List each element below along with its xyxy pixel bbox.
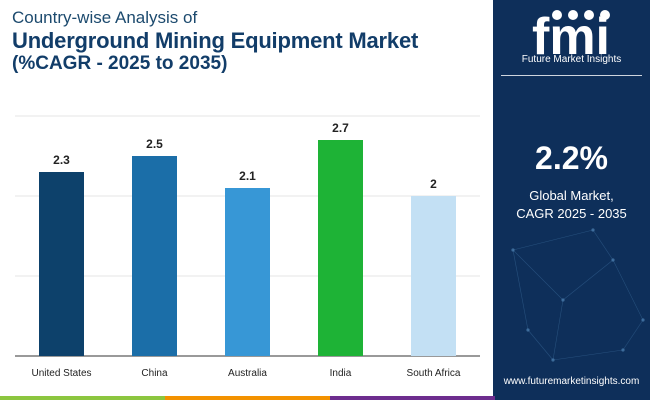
bar-south-africa — [411, 196, 456, 356]
value-label-india: 2.7 — [332, 121, 349, 135]
kpi-label-line-1: Global Market, — [529, 188, 614, 203]
sidebar-panel: fmi Future Market Insights 2.2% Global M… — [493, 0, 650, 400]
chart-category-labels: United States China Australia India South Af… — [31, 368, 460, 379]
bottom-bar-purple — [330, 396, 495, 400]
title-line-1: Country-wise Analysis of — [12, 8, 198, 27]
bottom-color-bar — [0, 396, 650, 400]
category-label-south-africa: South Africa — [407, 368, 461, 379]
value-label-australia: 2.1 — [239, 169, 256, 183]
value-label-south-africa: 2 — [430, 177, 437, 191]
category-label-australia: Australia — [228, 368, 267, 379]
sidebar-divider — [501, 75, 642, 76]
category-label-united-states: United States — [31, 368, 91, 379]
bar-united-states — [39, 172, 84, 356]
fmi-logo: fmi — [532, 8, 610, 66]
bar-india — [318, 140, 363, 356]
website-link[interactable]: www.futuremarketinsights.com — [503, 376, 640, 387]
chart-bars — [39, 140, 456, 356]
chart-value-labels: 2.3 2.5 2.1 2.7 2 — [53, 121, 437, 191]
value-label-united-states: 2.3 — [53, 153, 70, 167]
bottom-bar-navy — [495, 396, 650, 400]
bottom-bar-orange — [165, 396, 330, 400]
network-pattern-graphic — [511, 228, 645, 362]
bar-china — [132, 156, 177, 356]
title-line-2: Underground Mining Equipment Market — [12, 28, 419, 53]
title-line-3: (%CAGR - 2025 to 2035) — [12, 53, 228, 74]
brand-name: Future Market Insights — [521, 54, 622, 65]
bar-australia — [225, 188, 270, 356]
category-label-china: China — [141, 368, 168, 379]
kpi-label-line-2: CAGR 2025 - 2035 — [516, 206, 627, 221]
chart-title: Country-wise Analysis of Underground Min… — [12, 8, 487, 75]
kpi-value: 2.2% — [535, 140, 608, 176]
category-label-india: India — [330, 368, 352, 379]
bottom-bar-green — [0, 396, 165, 400]
bar-chart: 2.3 2.5 2.1 2.7 2 United States China Australi… — [15, 115, 480, 379]
value-label-china: 2.5 — [146, 137, 163, 151]
